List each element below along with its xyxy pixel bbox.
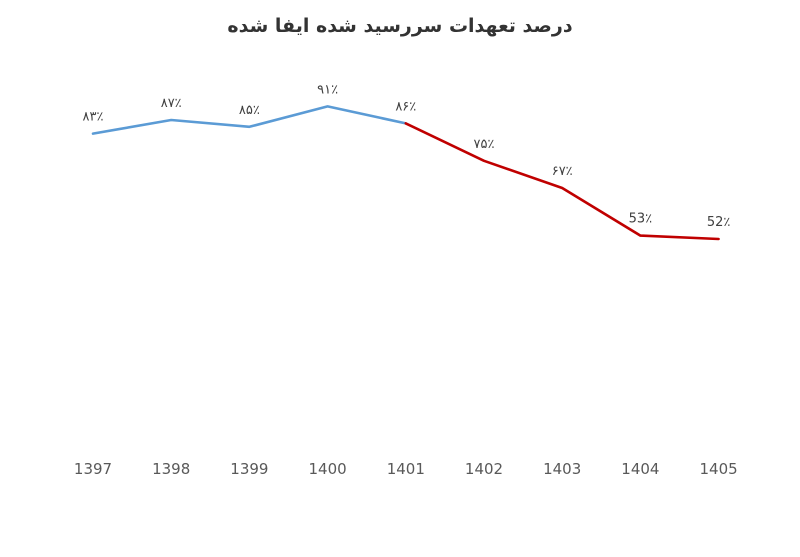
data-label-1402: ۷۵٪ xyxy=(474,137,495,152)
data-label-1398: ۸۷٪ xyxy=(161,96,182,111)
series-line-2 xyxy=(404,122,720,241)
x-tick-label-1399: 1399 xyxy=(230,460,268,478)
x-tick-label-1404: 1404 xyxy=(621,460,659,478)
data-label-1401: ۸۶٪ xyxy=(395,99,416,114)
x-axis-ticks: 1397 1398 1399 1400 1401 1402 1403 1404 1405 xyxy=(74,460,738,478)
series-layer xyxy=(91,105,720,241)
x-tick-label-1397: 1397 xyxy=(74,460,112,478)
x-tick-label-1402: 1402 xyxy=(465,460,503,478)
x-tick-label-1403: 1403 xyxy=(543,460,581,478)
chart-title: درصد تعهدات سررسید شده ایفا شده xyxy=(227,15,572,37)
series-line-1 xyxy=(91,105,408,135)
data-label-layer: ۸۳٪ ۸۷٪ ۸۵٪ ۹۱٪ ۸۶٪ ۷۵٪ ۶۷٪ 53٪ 52٪ xyxy=(83,82,731,230)
x-tick-label-1401: 1401 xyxy=(387,460,425,478)
data-label-1399: ۸۵٪ xyxy=(239,103,260,118)
x-tick-label-1405: 1405 xyxy=(700,460,738,478)
x-tick-label-1400: 1400 xyxy=(309,460,347,478)
data-label-1404: 53٪ xyxy=(629,212,653,227)
x-tick-label-1398: 1398 xyxy=(152,460,190,478)
data-label-1405: 52٪ xyxy=(707,215,731,230)
data-label-1397: ۸۳٪ xyxy=(83,110,104,125)
data-label-1400: ۹۱٪ xyxy=(317,82,338,97)
data-label-1403: ۶۷٪ xyxy=(552,164,573,179)
